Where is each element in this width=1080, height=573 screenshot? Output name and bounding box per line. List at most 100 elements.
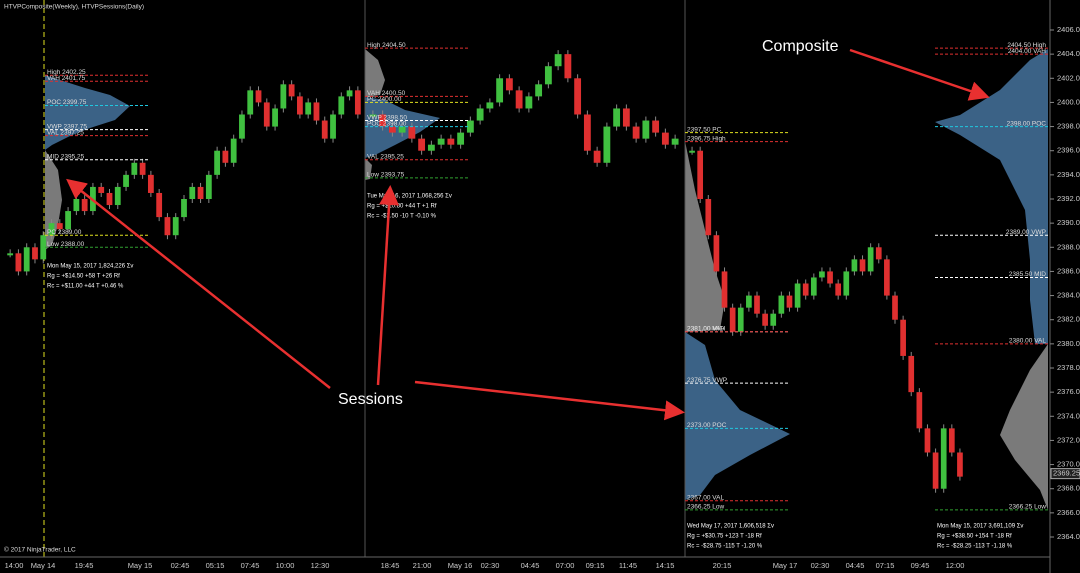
candle xyxy=(867,247,874,272)
y-tick-label: 2402.00 xyxy=(1057,73,1080,82)
y-tick-label: 2388.00 xyxy=(1057,242,1080,251)
x-tick-label: 02:30 xyxy=(811,561,830,570)
x-tick-label: 19:45 xyxy=(75,561,94,570)
candle xyxy=(525,96,533,109)
profile-tail xyxy=(1000,344,1048,510)
candle xyxy=(48,223,55,236)
y-tick-label: 2376.00 xyxy=(1057,387,1080,396)
y-tick-label: 2382.00 xyxy=(1057,315,1080,324)
candle xyxy=(288,84,295,97)
x-tick-label: 10:00 xyxy=(276,561,295,570)
composite-level-label: 2389.00 VWP xyxy=(1006,229,1046,236)
level-label: 2366.25 Low xyxy=(687,504,725,511)
y-tick-label: 2370.00 xyxy=(1057,460,1080,469)
level-label: PC 2389.00 xyxy=(47,229,82,236)
candle xyxy=(770,313,777,326)
candle xyxy=(239,114,245,139)
y-tick-label: 2374.00 xyxy=(1057,411,1080,420)
annotation-arrow xyxy=(414,380,685,421)
candle xyxy=(564,54,572,79)
y-tick-label: 2396.00 xyxy=(1057,146,1080,155)
session-stats: Rg = +$10.80 +44 T +1 Rf xyxy=(367,204,437,210)
candle xyxy=(330,114,336,139)
candle xyxy=(354,90,361,115)
candle xyxy=(900,319,906,356)
candle xyxy=(230,138,237,163)
candle xyxy=(737,307,744,332)
candle xyxy=(583,114,591,151)
candle xyxy=(40,235,47,260)
session-stats: Tue May 16, 2017 1,068,256 Σv xyxy=(367,194,452,200)
profile-tail xyxy=(365,158,372,180)
candle xyxy=(593,150,601,163)
candle xyxy=(222,150,229,163)
composite-stats: Mon May 15, 2017 3,691,109 Σv xyxy=(937,524,1023,530)
x-tick-label: 04:45 xyxy=(846,561,865,570)
level-label: VAH 2400.50 xyxy=(367,90,406,97)
candle xyxy=(908,355,915,393)
x-tick-label: 04:45 xyxy=(521,561,540,570)
composite-level-label: 2385.50 MID xyxy=(1009,271,1047,278)
y-tick-label: 2368.00 xyxy=(1057,484,1080,493)
candle xyxy=(603,126,611,163)
candle xyxy=(15,253,22,272)
candle xyxy=(729,307,736,332)
x-tick-label: 12:30 xyxy=(311,561,330,570)
candle xyxy=(632,126,640,139)
x-tick-label: 21:00 xyxy=(413,561,432,570)
candle xyxy=(23,247,30,272)
candle xyxy=(81,199,88,212)
profile-tail xyxy=(365,49,385,97)
candle xyxy=(147,174,154,193)
candle xyxy=(398,126,406,133)
candle xyxy=(197,186,204,199)
candle xyxy=(859,259,866,272)
level-label: VAH 2401.75 xyxy=(47,75,86,82)
composite-level-label: 2404.50 High xyxy=(1007,42,1046,49)
candle xyxy=(476,108,484,121)
y-tick-label: 2378.00 xyxy=(1057,363,1080,372)
x-tick-label: 07:45 xyxy=(241,561,260,570)
candle xyxy=(957,452,963,477)
candle xyxy=(457,132,465,145)
candle xyxy=(622,108,630,127)
candle xyxy=(346,90,353,97)
candle xyxy=(427,144,435,151)
candle xyxy=(447,138,455,145)
session-stats: Mon May 15, 2017 1,824,226 Σv xyxy=(47,264,133,270)
candle xyxy=(535,84,543,97)
y-tick-label: 2406.00 xyxy=(1057,25,1080,34)
level-label: 2396.75 High xyxy=(687,135,726,142)
candle xyxy=(181,199,187,218)
session-stats: Rc = -$28.75 -115 T -1.20 % xyxy=(687,544,763,550)
x-tick-label: 12:00 xyxy=(946,561,965,570)
x-tick-label: May 15 xyxy=(128,561,153,570)
candle xyxy=(164,217,171,236)
y-tick-label: 2372.00 xyxy=(1057,435,1080,444)
candle xyxy=(713,235,720,272)
candle xyxy=(697,150,704,199)
y-tick-label: 2398.00 xyxy=(1057,122,1080,131)
candle xyxy=(754,295,760,314)
level-label: Low 2393.75 xyxy=(367,172,405,179)
chart-header: HTVPComposite(Weekly), HTVPSessions(Dail… xyxy=(4,4,144,11)
candle xyxy=(554,54,562,67)
y-tick-label: 2390.00 xyxy=(1057,218,1080,227)
candle xyxy=(98,186,105,193)
composite-stats: Rg = +$38.50 +154 T -18 Rf xyxy=(937,534,1012,540)
candle xyxy=(338,96,345,115)
level-label: VAL 2395.25 xyxy=(367,153,404,160)
candle xyxy=(892,295,898,320)
y-tick-label: 2400.00 xyxy=(1057,97,1080,106)
x-tick-label: 09:45 xyxy=(911,561,930,570)
candle xyxy=(172,217,179,236)
x-tick-label: May 14 xyxy=(31,561,56,570)
candle xyxy=(305,102,312,115)
candle xyxy=(843,271,850,296)
x-tick-label: May 16 xyxy=(448,561,473,570)
candle xyxy=(106,192,113,206)
level-label: VWP 2398.50 xyxy=(367,114,407,121)
candle xyxy=(114,186,121,206)
y-tick-label: 2380.00 xyxy=(1057,339,1080,348)
candle xyxy=(652,120,660,133)
